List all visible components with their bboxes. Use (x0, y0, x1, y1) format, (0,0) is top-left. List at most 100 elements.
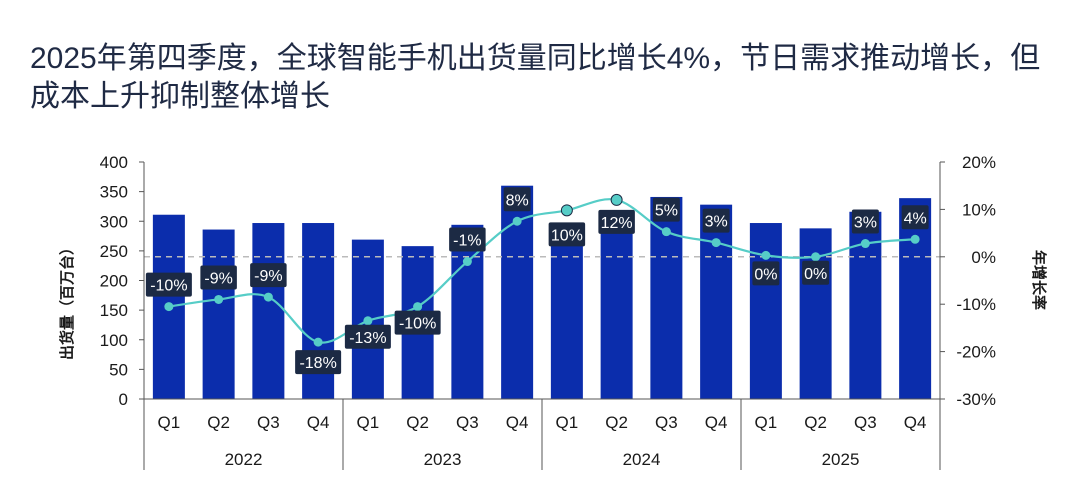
bars-group (152, 185, 932, 399)
growth-label-15: 3% (851, 209, 879, 234)
x-axis-group: Q1 Q2 Q3 Q4 Q1 Q2 Q3 Q4 Q1 Q2 Q3 Q4 Q1 Q2 Q3 Q4 2022 2023… (143, 398, 941, 470)
y-right-tick-label: -20% (956, 343, 996, 362)
growth-label-text: 0% (754, 266, 777, 283)
bar-12 (700, 204, 733, 399)
bar-13 (749, 223, 782, 399)
x-tick-label: Q4 (705, 413, 728, 432)
x-tick-label: Q3 (456, 413, 479, 432)
growth-label-text: -9% (204, 270, 232, 287)
growth-label-2: -9% (200, 265, 237, 290)
growth-point-11 (661, 227, 671, 237)
growth-point-4 (313, 337, 323, 347)
growth-label-box (652, 197, 680, 222)
growth-label-text: -13% (349, 330, 386, 347)
growth-label-10: 12% (598, 209, 635, 234)
growth-label-box (295, 350, 342, 375)
growth-label-3: -9% (250, 263, 287, 288)
growth-label-text: 4% (904, 210, 927, 227)
growth-point-7 (462, 257, 472, 267)
growth-point-6 (413, 302, 423, 312)
chart-title: 2025年第四季度，全球智能手机出货量同比增长4%，节日需求推动增长，但成本上升… (30, 42, 1041, 113)
growth-label-box (394, 310, 441, 335)
growth-label-8: 8% (503, 187, 531, 212)
y-left-tick-label: 300 (100, 212, 128, 231)
y-left-tick-label: 250 (100, 242, 128, 261)
growth-label-box (802, 260, 830, 285)
growth-label-text: 12% (601, 215, 633, 232)
growth-label-box (752, 261, 780, 286)
growth-line-group (164, 193, 920, 347)
growth-point-13 (761, 250, 771, 260)
year-label-2022: 2022 (225, 450, 263, 469)
bar-7 (451, 224, 484, 399)
y-left-tick-label: 100 (100, 331, 128, 350)
y-right-tick-label: 20% (962, 153, 996, 172)
x-tick-label: Q2 (406, 413, 429, 432)
x-tick-label: Q3 (854, 413, 877, 432)
growth-label-14: 0% (802, 260, 830, 285)
growth-point-14 (811, 252, 821, 262)
growth-label-1: -10% (145, 272, 192, 297)
growth-point-15 (860, 239, 870, 249)
y-right-tick-label: 0% (971, 248, 996, 267)
y-left-tick-label: 50 (109, 360, 128, 379)
growth-label-7: -1% (449, 227, 486, 252)
y-axis-left-label: 出货量（百万台） (58, 240, 76, 360)
growth-labels-group: -10% -9% -9% -18% -13% -10% -1% 8% 10% 12% 5% 3% 0% 0… (145, 187, 929, 375)
bar-2 (202, 229, 235, 399)
growth-label-text: -9% (254, 268, 282, 285)
growth-label-box (851, 209, 879, 234)
x-tick-label: Q4 (307, 413, 330, 432)
growth-label-box (548, 222, 586, 247)
y-left-tick-label: 400 (100, 153, 128, 172)
growth-label-box (901, 205, 929, 230)
growth-label-box (503, 187, 531, 212)
growth-label-text: 5% (655, 203, 678, 220)
bar-3 (252, 223, 285, 399)
growth-label-text: 3% (854, 215, 877, 232)
year-label-2025: 2025 (822, 450, 860, 469)
growth-label-box (598, 209, 635, 234)
growth-label-13: 0% (752, 261, 780, 286)
growth-label-text: 8% (506, 192, 529, 209)
x-tick-label: Q4 (506, 413, 529, 432)
x-tick-label: Q3 (655, 413, 678, 432)
growth-point-8 (512, 216, 522, 226)
bar-16 (899, 198, 932, 399)
axes-group: 0 50 100 150 200 250 300 350 400 -30% -20% -10% 0% 10… (100, 153, 996, 409)
growth-point-1 (164, 302, 174, 312)
x-tick-label: Q2 (207, 413, 230, 432)
growth-point-12 (711, 238, 721, 248)
x-tick-label: Q1 (357, 413, 380, 432)
bar-10 (600, 228, 633, 399)
y-axis-right-label: 年增长率 (1030, 250, 1048, 310)
growth-label-text: 0% (804, 266, 827, 283)
growth-label-text: -18% (299, 355, 336, 372)
y-right-tick-label: -10% (956, 295, 996, 314)
year-label-2024: 2024 (623, 450, 661, 469)
growth-label-6: -10% (394, 310, 441, 335)
growth-label-5: -13% (344, 324, 391, 349)
y-left-tick-label: 0 (119, 390, 128, 409)
growth-label-11: 5% (652, 197, 680, 222)
x-tick-label: Q1 (755, 413, 778, 432)
growth-point-9 (560, 204, 573, 217)
growth-label-text: -10% (399, 316, 436, 333)
growth-label-4: -18% (295, 350, 342, 375)
x-tick-label: Q2 (605, 413, 628, 432)
y-left-tick-label: 150 (100, 301, 128, 320)
growth-label-16: 4% (901, 205, 929, 230)
growth-point-16 (910, 234, 920, 244)
year-label-2023: 2023 (424, 450, 462, 469)
growth-label-box (250, 263, 287, 288)
x-tick-label: Q3 (257, 413, 280, 432)
growth-point-2 (214, 294, 224, 304)
growth-line (168, 198, 916, 344)
growth-label-text: -1% (453, 233, 481, 250)
x-tick-label: Q1 (158, 413, 181, 432)
growth-label-text: -10% (150, 278, 187, 295)
growth-label-box (702, 208, 730, 233)
growth-label-text: 3% (705, 214, 728, 231)
x-tick-label: Q1 (556, 413, 579, 432)
